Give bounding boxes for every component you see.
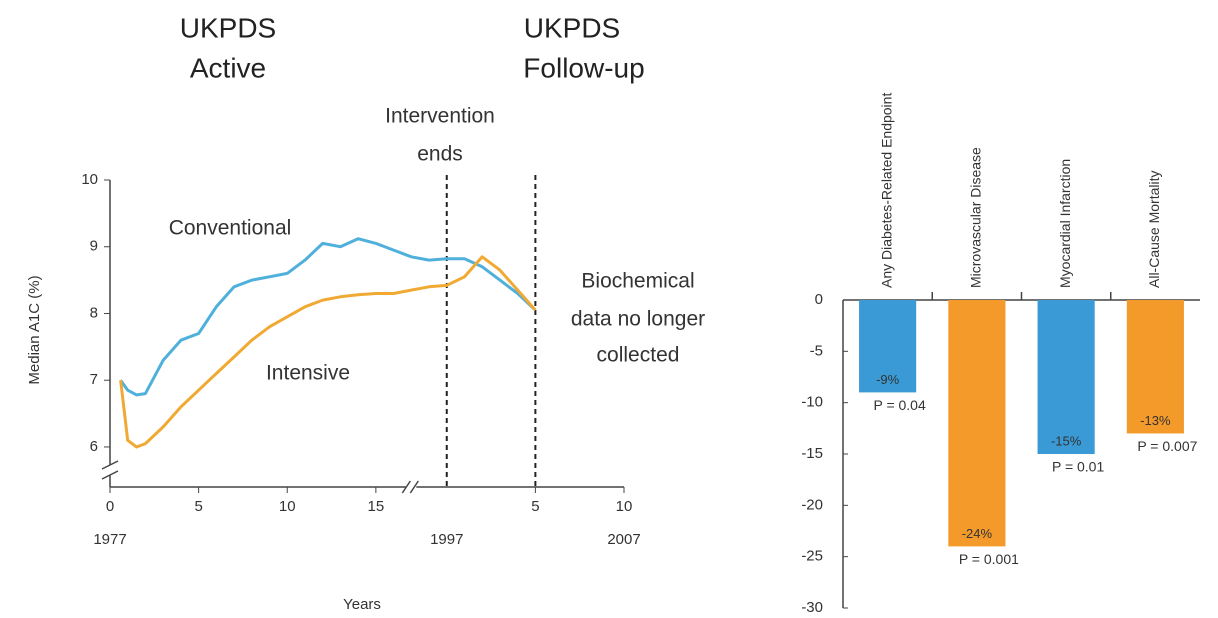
y-tick-label: -5 (810, 342, 823, 359)
x-tick-label: Microvascular Disease (968, 147, 984, 288)
bar (1126, 300, 1184, 434)
series-label: Conventional (169, 217, 292, 240)
value-label: -13% (1140, 413, 1171, 428)
year-label: 1997 (430, 531, 463, 548)
x-tick-label: 5 (531, 498, 539, 515)
y-tick-label: -20 (801, 496, 823, 513)
x-axis-label: Years (343, 596, 381, 613)
bar (1037, 300, 1095, 454)
annotation: ends (417, 143, 463, 166)
y-tick-label: -10 (801, 394, 823, 411)
series-line (119, 237, 537, 397)
value-label: -9% (876, 372, 900, 387)
y-tick-label: 0 (815, 291, 823, 308)
series-label: Intensive (266, 362, 350, 385)
year-label: 2007 (607, 531, 640, 548)
annotation: collected (597, 344, 680, 367)
y-tick-label: 10 (81, 171, 98, 188)
x-tick-label: 5 (194, 498, 202, 515)
y-tick-label: -30 (801, 599, 823, 616)
x-tick-label: 15 (368, 498, 385, 515)
x-tick-label: Any Diabetes-Related Endpoint (878, 93, 894, 288)
y-tick-label: -15 (801, 445, 823, 462)
value-label: -24% (962, 526, 993, 541)
axis-break (101, 460, 419, 494)
y-axis-label: Median A1C (%) (26, 275, 43, 384)
header: UKPDS (180, 12, 276, 43)
x-tick-label: 10 (279, 498, 296, 515)
x-tick-label: 10 (616, 498, 633, 515)
bar (948, 300, 1006, 547)
y-tick-label: 9 (90, 238, 98, 255)
header: UKPDS (524, 12, 620, 43)
annotation: Intervention (385, 105, 495, 128)
value-label: -15% (1051, 433, 1082, 448)
annotation: Biochemical (581, 270, 694, 293)
x-tick-label: All-Cause Mortality (1146, 171, 1162, 288)
p-value: P = 0.007 (1137, 438, 1197, 454)
bar (859, 300, 917, 393)
p-value: P = 0.04 (873, 397, 926, 413)
x-tick-label: Myocardial Infarction (1057, 159, 1073, 288)
header: Active (190, 52, 266, 83)
p-value: P = 0.001 (959, 551, 1019, 567)
y-tick-label: 6 (90, 438, 98, 455)
series-line (119, 255, 537, 449)
header: Follow-up (523, 52, 644, 83)
x-tick-label: 0 (106, 498, 114, 515)
y-tick-label: 8 (90, 304, 98, 321)
annotation: data no longer (571, 308, 705, 331)
y-tick-label: 7 (90, 371, 98, 388)
y-tick-label: -25 (801, 548, 823, 565)
p-value: P = 0.01 (1052, 459, 1105, 475)
year-label: 1977 (93, 531, 126, 548)
